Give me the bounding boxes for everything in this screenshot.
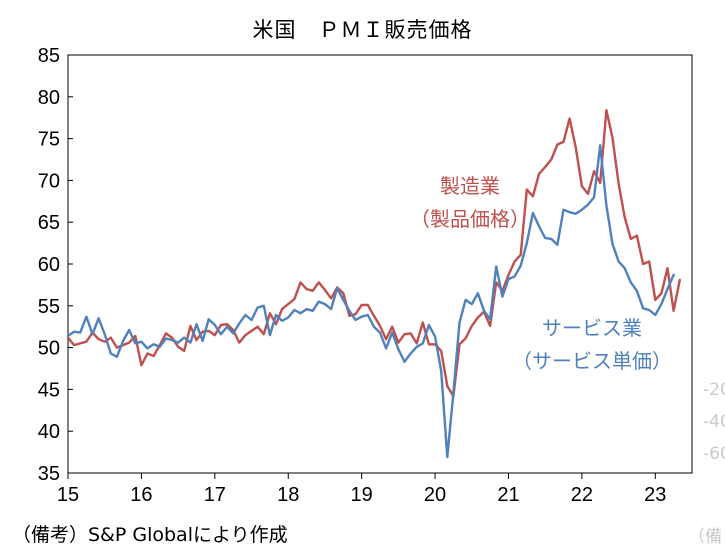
y-tick-label: 65 <box>38 212 60 234</box>
chart-title: 米国 ＰＭＩ販売価格 <box>252 18 473 42</box>
plot-area <box>67 54 693 474</box>
x-tick-label: 18 <box>277 484 299 506</box>
x-tick-label: 22 <box>571 484 593 506</box>
x-tick-label: 21 <box>497 484 519 506</box>
x-tick-label: 20 <box>424 484 446 506</box>
y-tick-label: 75 <box>38 129 60 151</box>
y-tick-label: 50 <box>38 338 60 360</box>
x-tick-label: 19 <box>351 484 373 506</box>
y-tick-label: 40 <box>38 421 60 443</box>
x-tick-label: 17 <box>204 484 226 506</box>
series-label-services-line-0: サービス業 <box>542 316 642 340</box>
ghost-right-axis-label-1: -20 <box>703 380 725 400</box>
x-tick-label: 15 <box>57 484 79 506</box>
series-labels: 製造業 （製品価格） サービス業 （サービス単価） <box>410 174 672 373</box>
series-label-manufacturing-line-0: 製造業 <box>440 174 500 198</box>
y-tick-label: 60 <box>38 254 60 276</box>
series-label-manufacturing-line-1: （製品価格） <box>410 207 530 231</box>
y-tick-label: 45 <box>38 379 60 401</box>
y-tick-label: 35 <box>38 463 60 485</box>
series-line-services <box>66 144 675 459</box>
y-tick-label: 55 <box>38 296 60 318</box>
series-line-manufacturing <box>66 108 681 398</box>
x-tick-label: 16 <box>130 484 152 506</box>
ghost-right-axis-label-3: -60 <box>703 444 725 464</box>
y-tick-label: 85 <box>38 45 60 67</box>
x-axis: 15 16 17 18 19 20 21 22 23 <box>57 473 666 506</box>
ghost-right-axis-label-2: -40 <box>703 412 725 432</box>
ghost-right-note: （備 <box>688 527 722 547</box>
series-label-services-line-1: （サービス単価） <box>512 349 672 373</box>
y-axis: 35 40 45 50 55 60 65 70 75 80 85 <box>38 45 73 485</box>
y-tick-label: 70 <box>38 170 60 192</box>
x-tick-label: 23 <box>644 484 666 506</box>
source-note: （備考）S&P Globalにより作成 <box>12 524 288 546</box>
y-tick-label: 80 <box>38 87 60 109</box>
series-lines <box>66 108 681 459</box>
